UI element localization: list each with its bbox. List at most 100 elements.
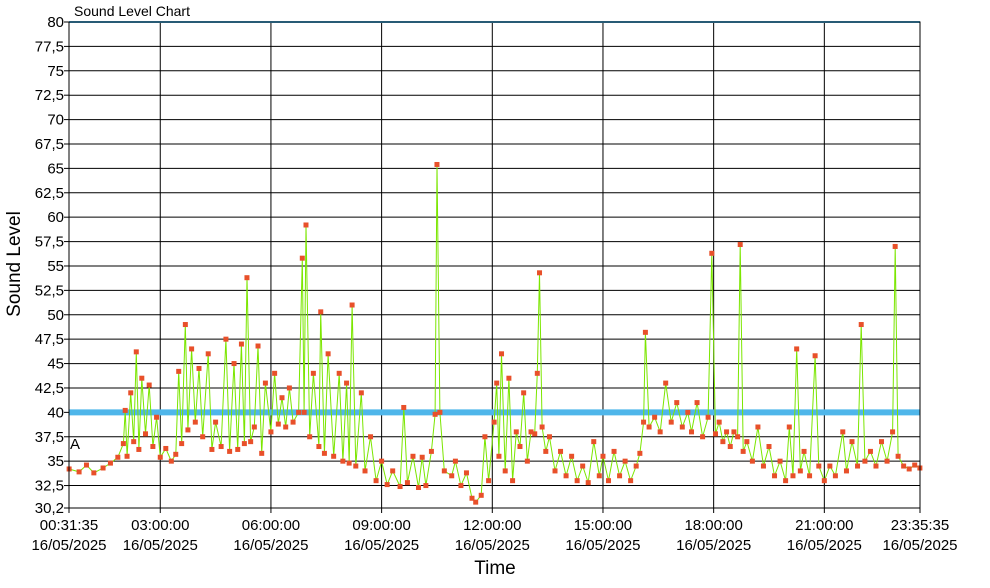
x-tick-date: 16/05/2025: [455, 537, 530, 554]
data-point: [812, 353, 818, 359]
data-point: [786, 424, 792, 430]
data-point: [766, 444, 772, 450]
x-tick-date: 16/05/2025: [123, 537, 198, 554]
data-point: [227, 448, 233, 454]
data-point: [150, 444, 156, 450]
data-point: [325, 351, 331, 357]
data-point: [532, 431, 538, 437]
data-point: [716, 419, 722, 425]
data-point: [494, 380, 500, 386]
data-point: [543, 448, 549, 454]
y-tick-label: 50: [47, 307, 64, 324]
data-point: [146, 382, 152, 388]
data-point: [423, 483, 429, 489]
data-point: [124, 453, 130, 459]
data-point: [340, 458, 346, 464]
data-point: [231, 361, 237, 367]
data-point: [506, 375, 512, 381]
x-tick-time: 12:00:00: [463, 517, 521, 534]
data-point: [205, 351, 211, 357]
data-point: [633, 463, 639, 469]
x-tick-date: 16/05/2025: [344, 537, 419, 554]
data-point: [873, 463, 879, 469]
data-point: [801, 448, 807, 454]
data-point: [434, 161, 440, 167]
data-point: [524, 458, 530, 464]
x-tick-time: 18:00:00: [684, 517, 742, 534]
x-tick-date: 16/05/2025: [31, 537, 106, 554]
data-point: [486, 478, 492, 484]
data-point: [235, 446, 241, 452]
data-point: [259, 450, 265, 456]
data-point: [694, 400, 700, 406]
data-point: [192, 419, 198, 425]
data-point: [168, 458, 174, 464]
data-point: [373, 478, 379, 484]
data-point: [397, 484, 403, 490]
data-point: [674, 400, 680, 406]
data-point: [574, 478, 580, 484]
y-tick-label: 30,2: [35, 500, 64, 517]
data-point: [213, 419, 219, 425]
data-point: [628, 478, 634, 484]
y-tick-label: 35: [47, 453, 64, 470]
data-point: [91, 470, 97, 476]
data-point: [131, 439, 137, 445]
data-point: [283, 424, 289, 430]
y-tick-label: 80: [47, 14, 64, 31]
data-point: [182, 322, 188, 328]
data-point: [862, 458, 868, 464]
data-point: [821, 478, 827, 484]
y-tick-label: 40: [47, 404, 64, 421]
data-point: [368, 434, 374, 440]
data-point: [867, 448, 873, 454]
x-tick-date: 16/05/2025: [565, 537, 640, 554]
data-point: [189, 346, 195, 352]
data-point: [458, 483, 464, 489]
data-point: [679, 424, 685, 430]
data-point: [218, 444, 224, 450]
data-point: [642, 329, 648, 335]
data-point: [517, 444, 523, 450]
data-point: [120, 441, 126, 447]
data-point: [890, 429, 896, 435]
x-tick-time: 23:35:35: [891, 517, 949, 534]
data-point: [496, 453, 502, 459]
data-point: [318, 309, 324, 315]
data-point: [596, 473, 602, 479]
data-point: [441, 468, 447, 474]
data-point: [346, 460, 352, 466]
data-point: [452, 458, 458, 464]
data-point: [912, 462, 918, 468]
data-point: [895, 453, 901, 459]
y-tick-label: 52,5: [35, 282, 64, 299]
data-point: [200, 434, 206, 440]
data-point: [622, 458, 628, 464]
data-point: [353, 463, 359, 469]
data-point: [154, 414, 160, 420]
data-point: [163, 445, 169, 451]
data-point: [390, 468, 396, 474]
grid: [69, 21, 920, 509]
data-point: [136, 446, 142, 452]
data-point: [783, 478, 789, 484]
y-tick-label: 47,5: [35, 331, 64, 348]
data-point: [157, 454, 163, 460]
data-point: [712, 431, 718, 437]
data-point: [617, 473, 623, 479]
data-point: [296, 409, 302, 415]
y-tick-label: 42,5: [35, 380, 64, 397]
data-point: [816, 463, 822, 469]
data-point: [133, 349, 139, 355]
data-point: [432, 411, 438, 417]
data-point: [832, 473, 838, 479]
x-tick-time: 06:00:00: [242, 517, 300, 534]
data-point: [473, 499, 479, 505]
data-point: [827, 463, 833, 469]
data-point: [740, 448, 746, 454]
data-point: [606, 478, 612, 484]
marker-label: A: [70, 436, 80, 453]
data-point: [379, 458, 385, 464]
data-point: [855, 463, 861, 469]
data-point: [279, 395, 285, 401]
